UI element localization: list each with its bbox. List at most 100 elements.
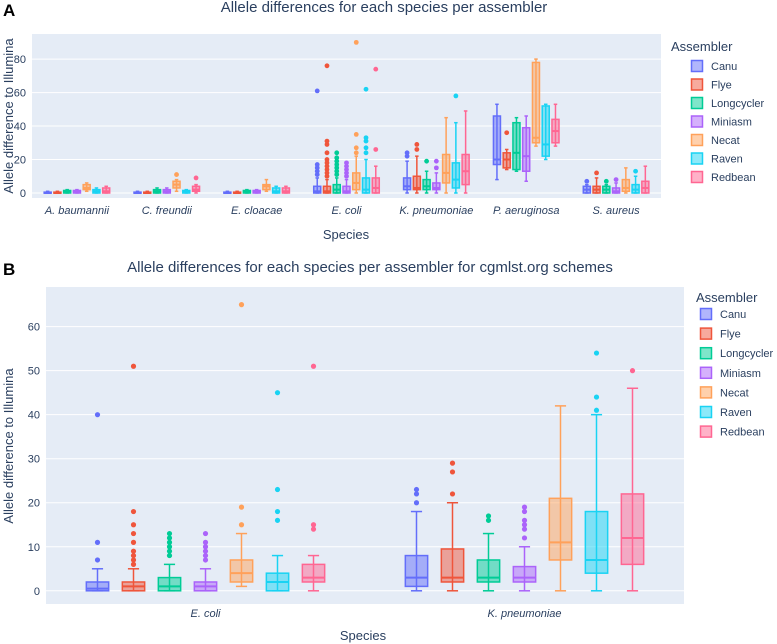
outlier-point (334, 150, 340, 156)
outlier-point (414, 147, 420, 152)
outlier-point (593, 394, 600, 400)
outlier-point (521, 522, 528, 528)
chart-b-x-ticks: E. coli K. pneumoniae (191, 608, 562, 620)
outlier-point (449, 460, 456, 466)
box-iqr (512, 121, 521, 171)
legend-label: Necat (720, 387, 749, 399)
legend-label: Necat (711, 135, 740, 147)
legend-label: Flye (720, 329, 741, 341)
chart-b-x-label: Species (340, 628, 387, 643)
box-e-cloacae-flye (232, 190, 242, 194)
outlier-point (344, 160, 349, 166)
outlier-point (363, 135, 369, 141)
outlier-point (166, 530, 173, 537)
box-e-cloacae-necat (262, 178, 271, 193)
box-c-freundii-canu (133, 190, 142, 194)
outlier-point (413, 486, 420, 493)
outlier-point (344, 163, 349, 169)
legend-item-flye: Flye (699, 327, 741, 341)
chart-a-y-ticks: 0 20 40 60 80 (14, 54, 26, 200)
box-s-aureus-redbean (641, 165, 650, 194)
legend-label: Redbean (711, 172, 756, 184)
outlier-point (404, 153, 410, 159)
box-c-freundii-miniasm (162, 187, 172, 194)
x-tick-label: E. coli (191, 608, 222, 620)
x-tick-label: K. pneumoniae (399, 205, 473, 217)
y-tick-label: 0 (34, 586, 40, 598)
legend-item-miniasm: Miniasm (699, 366, 761, 380)
box-a-baumannii-necat (82, 182, 91, 193)
box-iqr (440, 548, 465, 583)
box-iqr (584, 510, 609, 574)
outlier-point (238, 504, 245, 510)
chart-b-y-label: Allele difference to Illumina (1, 368, 16, 524)
box-iqr (371, 177, 381, 194)
legend-item-canu: Canu (690, 59, 737, 73)
x-tick-label: C. freundii (142, 205, 193, 217)
outlier-point (166, 539, 173, 545)
box-iqr (541, 105, 550, 157)
outlier-point (314, 172, 320, 177)
box-iqr (476, 559, 501, 583)
outlier-point (404, 150, 410, 156)
outlier-point (202, 539, 209, 545)
legend-swatch (690, 115, 704, 128)
y-tick-label: 60 (14, 88, 26, 100)
outlier-point (353, 145, 359, 151)
box-s-aureus-miniasm (611, 177, 621, 194)
outlier-point (334, 172, 340, 177)
box-k-pneumoniae-redbean (620, 368, 645, 592)
outlier-point (202, 552, 209, 559)
outlier-point (130, 508, 137, 515)
outlier-point (130, 561, 137, 567)
outlier-point (130, 548, 137, 554)
box-p-aeruginosa-longcycler (512, 116, 521, 172)
legend-swatch (699, 327, 713, 340)
box-c-freundii-longcycler (152, 187, 162, 194)
outlier-point (363, 150, 369, 156)
y-tick-label: 40 (28, 410, 40, 422)
legend-swatch (690, 152, 704, 165)
box-iqr (342, 185, 351, 194)
y-tick-label: 80 (14, 54, 26, 66)
box-e-coli-raven (265, 390, 290, 592)
outlier-point (274, 390, 281, 396)
box-k-pneumoniae-necat (548, 405, 573, 592)
box-iqr (322, 185, 332, 194)
outlier-point (324, 167, 330, 172)
box-e-coli-longcycler (157, 530, 182, 592)
box-iqr (432, 182, 441, 191)
chart-a-legend: Canu Flye Longcycler Miniasm Necat Raven Redbe… (690, 59, 765, 184)
chart-a-legend-title: Assembler (671, 39, 733, 54)
outlier-point (521, 508, 528, 515)
outlier-point (344, 167, 349, 172)
box-e-coli-raven (361, 86, 371, 194)
box-p-aeruginosa-redbean (551, 103, 560, 147)
box-s-aureus-necat (621, 167, 631, 194)
box-e-coli-necat (229, 302, 254, 588)
outlier-point (324, 163, 330, 169)
outlier-point (324, 63, 330, 69)
legend-item-raven: Raven (699, 405, 752, 419)
box-iqr (402, 177, 412, 191)
outlier-point (274, 486, 281, 493)
x-tick-label: P. aeruginosa (493, 205, 559, 217)
box-e-coli-miniasm (193, 530, 218, 592)
outlier-point (324, 157, 330, 162)
legend-label: Canu (711, 61, 737, 73)
outlier-point (166, 552, 173, 559)
box-k-pneumoniae-raven (584, 350, 609, 592)
box-iqr (412, 175, 422, 191)
legend-swatch (690, 59, 704, 73)
legend-label: Canu (720, 309, 746, 321)
box-k-pneumoniae-flye (440, 460, 465, 592)
outlier-point (363, 86, 369, 92)
x-tick-label: E. cloacae (231, 205, 282, 217)
legend-swatch (699, 366, 713, 380)
outlier-point (353, 132, 359, 137)
outlier-point (485, 513, 492, 519)
outlier-point (314, 165, 320, 171)
outlier-point (324, 150, 330, 156)
box-a-baumannii-raven (92, 187, 101, 194)
outlier-point (274, 517, 281, 523)
